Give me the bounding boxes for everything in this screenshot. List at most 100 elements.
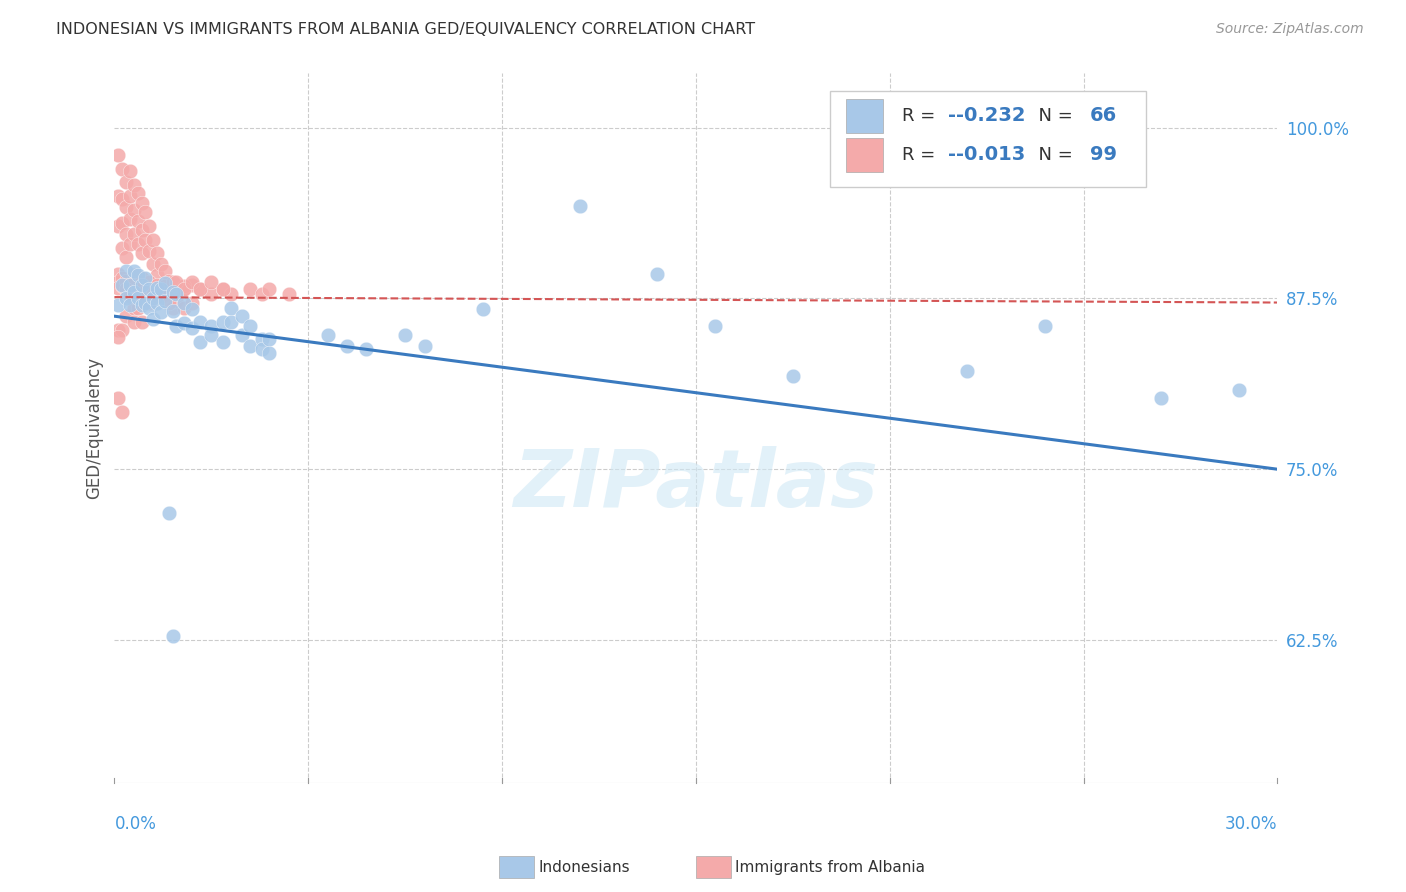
Point bbox=[162, 282, 184, 296]
Text: 30.0%: 30.0% bbox=[1225, 815, 1278, 833]
Point bbox=[115, 264, 138, 278]
Point bbox=[162, 275, 184, 289]
Point bbox=[122, 285, 145, 299]
Point bbox=[118, 289, 141, 303]
Point bbox=[127, 186, 149, 201]
Point bbox=[231, 328, 253, 343]
Point bbox=[111, 323, 134, 337]
Point bbox=[122, 264, 145, 278]
FancyBboxPatch shape bbox=[846, 137, 883, 172]
Point bbox=[149, 305, 172, 319]
Point bbox=[157, 274, 180, 288]
Point bbox=[413, 339, 436, 353]
Point bbox=[127, 213, 149, 227]
Point bbox=[122, 315, 145, 329]
Point bbox=[231, 309, 253, 323]
Point bbox=[165, 275, 187, 289]
Point bbox=[181, 321, 204, 335]
Point bbox=[157, 295, 180, 310]
Point bbox=[127, 282, 149, 296]
Point bbox=[212, 282, 235, 296]
Point bbox=[142, 285, 165, 299]
Point bbox=[200, 318, 222, 333]
Point bbox=[165, 294, 187, 309]
Point bbox=[181, 295, 204, 310]
Point bbox=[138, 244, 160, 258]
Point bbox=[138, 301, 160, 315]
Point bbox=[142, 312, 165, 326]
Point bbox=[782, 369, 804, 384]
Point bbox=[111, 405, 134, 419]
Point bbox=[138, 219, 160, 233]
Point bbox=[239, 318, 262, 333]
Point bbox=[131, 298, 153, 312]
Point bbox=[173, 301, 195, 315]
Point bbox=[162, 301, 184, 315]
Point bbox=[122, 227, 145, 242]
Point bbox=[111, 241, 134, 255]
Point bbox=[239, 339, 262, 353]
Point bbox=[200, 328, 222, 343]
Point bbox=[645, 267, 668, 281]
Point bbox=[131, 295, 153, 310]
Point bbox=[173, 295, 195, 310]
Point bbox=[118, 164, 141, 178]
Point bbox=[153, 277, 176, 291]
Y-axis label: GED/Equivalency: GED/Equivalency bbox=[86, 357, 103, 500]
Point bbox=[142, 292, 165, 306]
Point bbox=[157, 506, 180, 520]
Point bbox=[162, 303, 184, 318]
Point bbox=[142, 257, 165, 271]
Point bbox=[181, 302, 204, 317]
Point bbox=[188, 315, 211, 329]
Point bbox=[146, 277, 169, 292]
Point bbox=[107, 391, 129, 405]
Point bbox=[131, 246, 153, 260]
Point bbox=[153, 279, 176, 293]
Point bbox=[1150, 391, 1173, 405]
Point bbox=[115, 175, 138, 189]
Point bbox=[188, 282, 211, 296]
Point bbox=[173, 282, 195, 296]
Point bbox=[356, 342, 378, 356]
Point bbox=[212, 315, 235, 329]
Point bbox=[165, 287, 187, 301]
Point bbox=[188, 282, 211, 296]
Point bbox=[316, 328, 339, 343]
Point bbox=[149, 289, 172, 303]
Point bbox=[131, 271, 153, 285]
Point bbox=[118, 277, 141, 292]
Point bbox=[115, 282, 138, 296]
Point bbox=[259, 282, 281, 296]
Text: Source: ZipAtlas.com: Source: ZipAtlas.com bbox=[1216, 22, 1364, 37]
Text: Indonesians: Indonesians bbox=[538, 860, 630, 874]
Point bbox=[107, 148, 129, 162]
Point bbox=[219, 287, 242, 301]
Text: R =: R = bbox=[901, 145, 941, 164]
Text: --0.013: --0.013 bbox=[948, 145, 1025, 164]
Point bbox=[146, 280, 169, 294]
Point bbox=[259, 346, 281, 360]
Point bbox=[471, 302, 494, 317]
Point bbox=[704, 318, 727, 333]
Point bbox=[111, 161, 134, 176]
Point bbox=[122, 301, 145, 315]
FancyBboxPatch shape bbox=[846, 98, 883, 133]
Point bbox=[107, 189, 129, 203]
Point bbox=[146, 295, 169, 310]
Point bbox=[127, 301, 149, 315]
Point bbox=[250, 342, 273, 356]
Point bbox=[239, 282, 262, 296]
Text: INDONESIAN VS IMMIGRANTS FROM ALBANIA GED/EQUIVALENCY CORRELATION CHART: INDONESIAN VS IMMIGRANTS FROM ALBANIA GE… bbox=[56, 22, 755, 37]
Text: N =: N = bbox=[1028, 107, 1078, 125]
Point bbox=[118, 236, 141, 251]
Point bbox=[122, 178, 145, 192]
Text: N =: N = bbox=[1028, 145, 1078, 164]
Point bbox=[188, 335, 211, 350]
Point bbox=[107, 329, 129, 343]
Text: Immigrants from Albania: Immigrants from Albania bbox=[735, 860, 925, 874]
Point bbox=[173, 279, 195, 293]
Point bbox=[181, 277, 204, 292]
Point bbox=[115, 309, 138, 323]
Point bbox=[153, 264, 176, 278]
